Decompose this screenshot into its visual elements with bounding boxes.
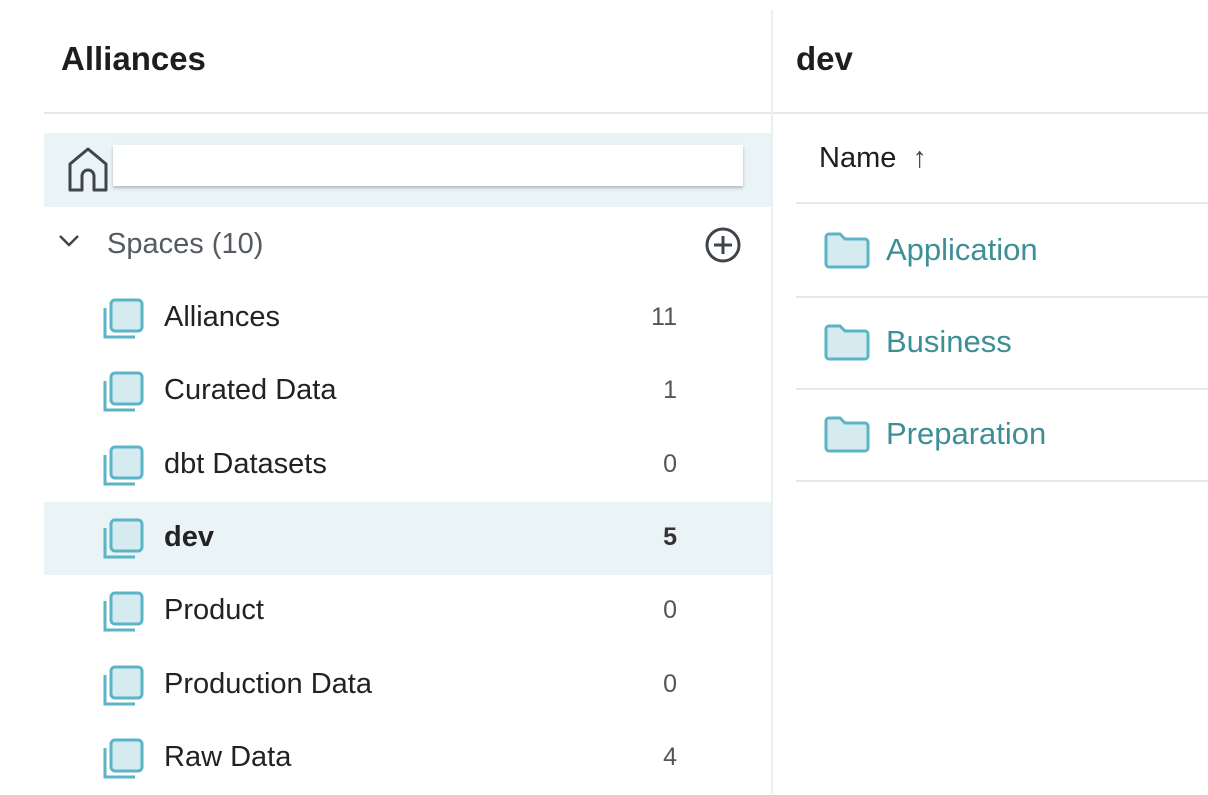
page-title: dev bbox=[796, 40, 853, 77]
row-divider bbox=[796, 388, 1208, 390]
spaces-header[interactable]: Spaces (10) bbox=[44, 212, 771, 278]
home-icon bbox=[68, 147, 108, 192]
main-panel: dev Name ↑ Application Business Preparatio… bbox=[773, 0, 1208, 794]
divider bbox=[773, 112, 1208, 114]
folder-icon bbox=[824, 416, 870, 453]
folder-link[interactable]: Preparation bbox=[886, 416, 1047, 451]
sort-ascending-icon: ↑ bbox=[912, 142, 927, 174]
divider bbox=[44, 112, 771, 114]
space-label: Alliances bbox=[164, 301, 281, 333]
space-icon bbox=[103, 665, 144, 705]
space-item[interactable]: Alliances 11 bbox=[44, 282, 771, 355]
folder-icon bbox=[824, 232, 870, 269]
space-item[interactable]: Product 0 bbox=[44, 575, 771, 648]
space-label: Raw Data bbox=[164, 740, 292, 773]
sidebar: Alliances Spaces (10) Alliances 11 Curated… bbox=[44, 0, 771, 794]
space-count: 0 bbox=[663, 596, 677, 625]
space-count: 0 bbox=[663, 669, 677, 698]
folder-link[interactable]: Business bbox=[886, 324, 1012, 359]
space-count: 4 bbox=[663, 742, 677, 771]
space-count: 0 bbox=[663, 449, 677, 478]
space-icon bbox=[103, 591, 144, 632]
row-divider bbox=[796, 296, 1208, 298]
space-label: Curated Data bbox=[164, 374, 337, 407]
space-label: Production Data bbox=[164, 667, 372, 700]
name-column-header[interactable]: Name ↑ bbox=[819, 142, 927, 175]
space-item[interactable]: dev 5 bbox=[44, 501, 771, 575]
divider bbox=[796, 202, 1208, 204]
chevron-down-icon[interactable] bbox=[58, 234, 80, 248]
column-label: Name bbox=[819, 142, 897, 174]
add-space-icon[interactable] bbox=[704, 226, 742, 264]
home-item[interactable] bbox=[44, 133, 771, 207]
space-icon bbox=[103, 738, 144, 779]
space-item[interactable]: Production Data 0 bbox=[44, 649, 771, 722]
folder-icon bbox=[824, 324, 870, 361]
space-item[interactable]: Raw Data 4 bbox=[44, 722, 771, 795]
sidebar-title: Alliances bbox=[61, 40, 206, 77]
space-label: Product bbox=[164, 594, 264, 627]
space-icon bbox=[103, 445, 144, 486]
space-icon bbox=[103, 371, 144, 412]
space-icon bbox=[103, 518, 144, 559]
redacted-field bbox=[113, 145, 743, 186]
folder-row[interactable]: Business bbox=[796, 296, 1208, 390]
row-divider bbox=[796, 480, 1208, 482]
space-count: 11 bbox=[651, 303, 677, 331]
panel-divider[interactable] bbox=[771, 10, 773, 794]
folder-link[interactable]: Application bbox=[886, 232, 1038, 267]
space-item[interactable]: Curated Data 1 bbox=[44, 355, 771, 428]
space-icon bbox=[103, 298, 144, 339]
space-label: dev bbox=[164, 520, 214, 553]
space-label: dbt Datasets bbox=[164, 447, 327, 480]
spaces-label: Spaces (10) bbox=[107, 228, 264, 260]
space-count: 5 bbox=[663, 522, 677, 551]
folder-row[interactable]: Application bbox=[796, 204, 1208, 298]
space-count: 1 bbox=[663, 376, 677, 405]
folder-row[interactable]: Preparation bbox=[796, 388, 1208, 482]
space-item[interactable]: dbt Datasets 0 bbox=[44, 429, 771, 502]
